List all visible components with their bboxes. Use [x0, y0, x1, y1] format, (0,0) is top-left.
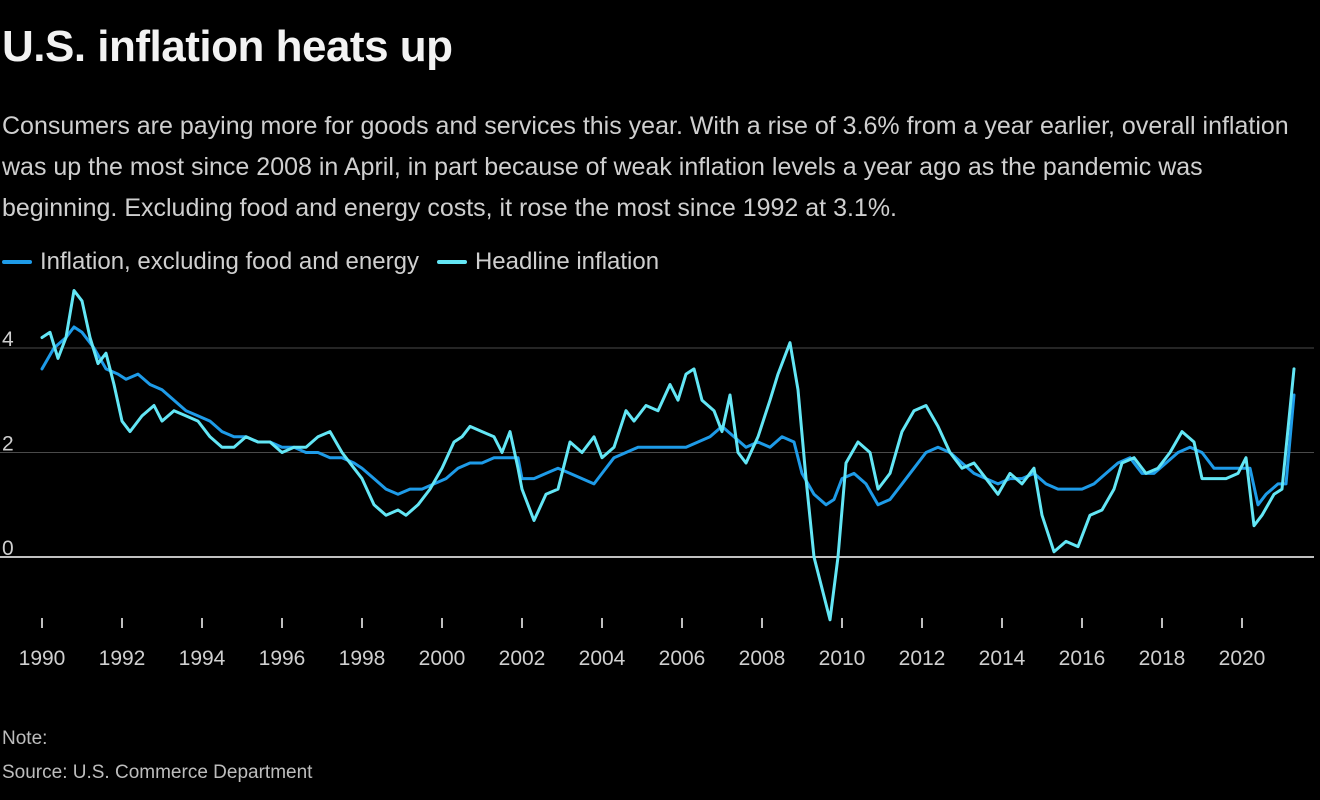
chart-subtitle: Consumers are paying more for goods and … [2, 112, 1289, 222]
legend-label-core: Inflation, excluding food and energy [40, 248, 419, 275]
x-tick-label: 2016 [1059, 647, 1106, 670]
legend-item-core: Inflation, excluding food and energy [2, 248, 419, 276]
x-tick-label: 2002 [499, 647, 546, 670]
line-chart: 0 2 4 1990 1992 1994 1996 1998 2000 2002 2004 2006 2… [0, 289, 1314, 670]
legend-swatch-core [2, 260, 32, 264]
x-tick-label: 1996 [259, 647, 306, 670]
legend-swatch-headline [436, 260, 467, 264]
x-tick-label: 1998 [339, 647, 386, 670]
x-tick-label: 2004 [579, 647, 626, 670]
chart-note: Note: [2, 728, 48, 749]
chart-source: Source: U.S. Commerce Department [2, 762, 313, 783]
chart-title: U.S. inflation heats up [2, 22, 453, 71]
legend-label-headline: Headline inflation [474, 248, 660, 275]
x-tick-label: 1992 [99, 647, 146, 670]
y-tick-label: 2 [2, 433, 14, 456]
x-tick-label: 2010 [819, 647, 866, 670]
series-line-core [40, 325, 1296, 507]
x-tick-label: 2014 [979, 647, 1026, 670]
x-tick-label: 2006 [659, 647, 706, 670]
x-tick-label: 2000 [419, 647, 466, 670]
x-tick-label: 2008 [739, 647, 786, 670]
chart-legend: Inflation, excluding food and energy Hea… [2, 246, 677, 278]
x-tick-label: 2012 [899, 647, 946, 670]
y-tick-label: 0 [2, 537, 14, 560]
x-tick-label: 2018 [1139, 647, 1186, 670]
x-tick-label: 1994 [179, 647, 226, 670]
legend-item-headline: Headline inflation [436, 248, 660, 276]
x-tick-label: 1990 [19, 647, 66, 670]
y-tick-label: 4 [2, 328, 14, 351]
x-tick-label: 2020 [1219, 647, 1266, 670]
series-line-headline [40, 289, 1296, 622]
